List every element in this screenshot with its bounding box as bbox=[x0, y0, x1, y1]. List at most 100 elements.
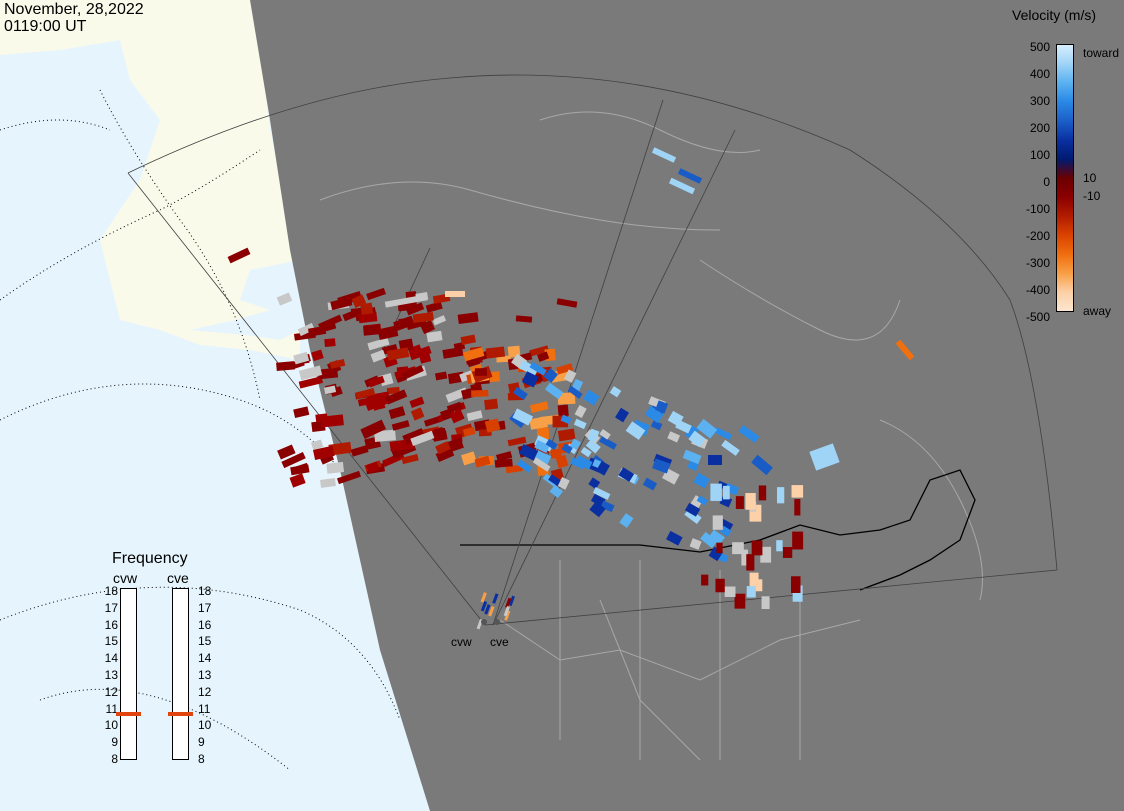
velocity-cell bbox=[495, 451, 513, 462]
velocity-cell bbox=[741, 549, 748, 566]
velocity-cell bbox=[379, 372, 394, 387]
legend-tick-10: -300 bbox=[1025, 256, 1050, 270]
velocity-cell bbox=[461, 387, 475, 400]
velocity-cell bbox=[792, 531, 804, 550]
freq-scale-left-9: 9 bbox=[111, 735, 118, 750]
legend-tick-3: 200 bbox=[1029, 121, 1050, 135]
velocity-cell bbox=[776, 487, 785, 504]
velocity-cell bbox=[544, 382, 564, 400]
velocity-cell bbox=[360, 419, 387, 439]
freq-label-cve: cve bbox=[167, 570, 189, 586]
night-region bbox=[250, 0, 1124, 811]
velocity-cell bbox=[689, 538, 702, 550]
velocity-cell bbox=[668, 177, 696, 195]
velocity-cell bbox=[895, 339, 915, 361]
velocity-cell bbox=[666, 530, 683, 546]
velocity-cell bbox=[589, 501, 606, 518]
velocity-cell bbox=[276, 361, 295, 371]
freq-scale-left-16: 16 bbox=[104, 617, 118, 632]
velocity-cell bbox=[489, 371, 500, 383]
freq-scale-right-13: 13 bbox=[198, 668, 212, 682]
velocity-cell bbox=[583, 389, 600, 406]
velocity-cell bbox=[745, 493, 756, 510]
velocity-cell bbox=[312, 445, 335, 461]
velocity-cell bbox=[336, 470, 361, 485]
freq-scale-left-11: 11 bbox=[105, 701, 118, 716]
velocity-cell bbox=[791, 576, 801, 593]
velocity-cell bbox=[516, 459, 533, 473]
velocity-cell bbox=[518, 443, 539, 461]
velocity-cell bbox=[521, 371, 539, 388]
velocity-cell bbox=[365, 461, 380, 474]
velocity-cell bbox=[507, 436, 527, 447]
velocity-cell bbox=[460, 334, 476, 345]
away-label: away bbox=[1083, 304, 1112, 318]
velocity-cell bbox=[619, 513, 634, 528]
legend-tick-4: 100 bbox=[1029, 148, 1050, 162]
velocity-cell bbox=[381, 343, 398, 355]
us-canada-border bbox=[460, 469, 976, 591]
freq-scale-right-9: 9 bbox=[198, 735, 205, 750]
legend-tick-11: -400 bbox=[1025, 283, 1050, 297]
velocity-cell bbox=[592, 487, 611, 500]
velocity-cell bbox=[738, 424, 760, 444]
velocity-cell bbox=[377, 325, 399, 341]
time-label: 0119:00 UT bbox=[4, 18, 87, 35]
velocity-cell bbox=[557, 476, 570, 490]
velocity-cell bbox=[746, 554, 755, 571]
velocity-cell bbox=[410, 407, 425, 421]
legend-tick-8: -100 bbox=[1025, 202, 1050, 216]
freq-scale-left-8: 8 bbox=[111, 752, 118, 766]
velocity-cell bbox=[561, 443, 573, 454]
velocity-cell bbox=[466, 410, 483, 422]
velocity-cell bbox=[298, 376, 324, 389]
velocity-cell bbox=[358, 311, 378, 324]
velocity-cell bbox=[761, 596, 770, 610]
velocity-cell bbox=[758, 485, 767, 501]
velocity-cell bbox=[435, 441, 451, 455]
velocity-cell bbox=[315, 413, 328, 423]
velocity-cell bbox=[708, 529, 725, 545]
velocity-cell bbox=[329, 359, 346, 369]
velocity-cell bbox=[320, 478, 336, 488]
site-label-cve: cve bbox=[490, 635, 509, 649]
velocity-cell bbox=[625, 421, 646, 440]
velocity-cell bbox=[715, 578, 725, 593]
freq-scale-left-17: 17 bbox=[104, 600, 118, 615]
velocity-cell bbox=[596, 460, 610, 476]
velocity-cell bbox=[650, 420, 663, 431]
velocity-cell bbox=[412, 312, 434, 324]
velocity-cell bbox=[652, 458, 671, 474]
velocity-cell bbox=[716, 542, 723, 553]
velocity-cell bbox=[445, 291, 465, 297]
velocity-cell bbox=[557, 404, 569, 417]
freq-scale-right-11: 11 bbox=[198, 701, 211, 716]
velocity-cell bbox=[555, 454, 569, 469]
velocity-cell bbox=[434, 371, 448, 381]
velocity-cell bbox=[574, 404, 587, 419]
velocity-cell bbox=[585, 439, 601, 454]
velocity-cell bbox=[644, 405, 664, 424]
velocity-cell bbox=[324, 385, 337, 395]
velocity-cell bbox=[794, 499, 801, 516]
velocity-cell bbox=[615, 407, 630, 423]
velocity-cell bbox=[684, 502, 701, 517]
velocity-cell bbox=[515, 315, 533, 323]
velocity-cell bbox=[374, 429, 396, 443]
velocity-cell bbox=[550, 448, 562, 459]
velocity-cell bbox=[684, 425, 700, 441]
velocity-cell bbox=[385, 389, 408, 405]
velocity-cell bbox=[277, 444, 296, 460]
velocity-cell bbox=[461, 451, 477, 466]
freq-scale-right-17: 17 bbox=[198, 600, 212, 615]
velocity-cell bbox=[384, 294, 428, 308]
velocity-cell bbox=[751, 454, 773, 476]
velocity-cell bbox=[310, 439, 324, 451]
velocity-cell bbox=[721, 439, 740, 456]
velocity-cell bbox=[529, 361, 547, 376]
velocity-cell bbox=[386, 347, 410, 361]
velocity-cell bbox=[474, 455, 491, 468]
velocity-cell bbox=[492, 593, 499, 604]
velocity-cell bbox=[513, 386, 528, 401]
